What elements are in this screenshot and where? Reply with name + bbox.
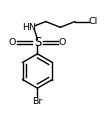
Text: O: O [9, 38, 16, 47]
Text: HN: HN [22, 23, 36, 32]
Text: Cl: Cl [89, 17, 98, 26]
Text: O: O [59, 38, 66, 47]
Text: S: S [34, 36, 41, 49]
Text: Br: Br [32, 97, 43, 106]
